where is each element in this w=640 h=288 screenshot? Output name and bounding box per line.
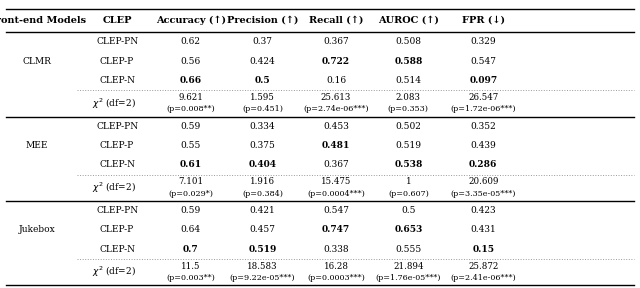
Text: 1.595: 1.595 [250, 93, 275, 102]
Text: AUROC (↑): AUROC (↑) [378, 16, 439, 25]
Text: CLEP-PN: CLEP-PN [96, 206, 138, 215]
Text: 0.502: 0.502 [396, 122, 421, 131]
Text: 0.66: 0.66 [180, 76, 202, 85]
Text: Front-end Models: Front-end Models [0, 16, 86, 25]
Text: (p=0.451): (p=0.451) [242, 105, 283, 113]
Text: 26.547: 26.547 [468, 93, 499, 102]
Text: 0.338: 0.338 [323, 245, 349, 254]
Text: 0.519: 0.519 [396, 141, 421, 150]
Text: 0.514: 0.514 [396, 76, 421, 85]
Text: Recall (↑): Recall (↑) [309, 16, 363, 25]
Text: 0.424: 0.424 [250, 57, 275, 66]
Text: 0.367: 0.367 [323, 37, 349, 46]
Text: 0.097: 0.097 [469, 76, 497, 85]
Text: CLMR: CLMR [22, 57, 52, 66]
Text: $\chi^2$ (df=2): $\chi^2$ (df=2) [92, 265, 136, 279]
Text: 0.61: 0.61 [180, 160, 202, 169]
Text: 0.431: 0.431 [470, 226, 496, 234]
Text: (p=0.0003***): (p=0.0003***) [307, 274, 365, 282]
Text: 21.894: 21.894 [393, 262, 424, 270]
Text: 0.329: 0.329 [470, 37, 496, 46]
Text: CLEP: CLEP [102, 16, 132, 25]
Text: (p=9.22e-05***): (p=9.22e-05***) [230, 274, 295, 282]
Text: 0.334: 0.334 [250, 122, 275, 131]
Text: 0.62: 0.62 [180, 37, 201, 46]
Text: CLEP-P: CLEP-P [100, 226, 134, 234]
Text: 0.421: 0.421 [250, 206, 275, 215]
Text: 11.5: 11.5 [181, 262, 200, 270]
Text: (p=0.0004***): (p=0.0004***) [307, 190, 365, 198]
Text: 0.555: 0.555 [395, 245, 422, 254]
Text: 1.916: 1.916 [250, 177, 275, 186]
Text: 0.7: 0.7 [183, 245, 198, 254]
Text: 0.56: 0.56 [180, 57, 201, 66]
Text: CLEP-P: CLEP-P [100, 57, 134, 66]
Text: (p=0.607): (p=0.607) [388, 190, 429, 198]
Text: (p=1.76e-05***): (p=1.76e-05***) [376, 274, 441, 282]
Text: 0.508: 0.508 [396, 37, 421, 46]
Text: (p=0.008**): (p=0.008**) [166, 105, 215, 113]
Text: 0.16: 0.16 [326, 76, 346, 85]
Text: 0.653: 0.653 [394, 226, 422, 234]
Text: 16.28: 16.28 [323, 262, 349, 270]
Text: 0.59: 0.59 [180, 206, 201, 215]
Text: Precision (↑): Precision (↑) [227, 16, 298, 25]
Text: (p=0.003**): (p=0.003**) [166, 274, 215, 282]
Text: 0.457: 0.457 [250, 226, 275, 234]
Text: 0.5: 0.5 [401, 206, 415, 215]
Text: Accuracy (↑): Accuracy (↑) [156, 16, 226, 25]
Text: 0.59: 0.59 [180, 122, 201, 131]
Text: 0.37: 0.37 [252, 37, 273, 46]
Text: 0.423: 0.423 [470, 206, 496, 215]
Text: 0.15: 0.15 [472, 245, 494, 254]
Text: CLEP-PN: CLEP-PN [96, 37, 138, 46]
Text: 25.872: 25.872 [468, 262, 499, 270]
Text: MEE: MEE [26, 141, 49, 150]
Text: 0.439: 0.439 [470, 141, 496, 150]
Text: CLEP-PN: CLEP-PN [96, 122, 138, 131]
Text: $\chi^2$ (df=2): $\chi^2$ (df=2) [92, 181, 136, 195]
Text: 7.101: 7.101 [178, 177, 204, 186]
Text: 0.747: 0.747 [322, 226, 350, 234]
Text: 15.475: 15.475 [321, 177, 351, 186]
Text: 9.621: 9.621 [179, 93, 203, 102]
Text: CLEP-N: CLEP-N [99, 245, 135, 254]
Text: FPR (↓): FPR (↓) [461, 16, 505, 25]
Text: 0.404: 0.404 [248, 160, 276, 169]
Text: 0.55: 0.55 [180, 141, 201, 150]
Text: (p=2.41e-06***): (p=2.41e-06***) [451, 274, 516, 282]
Text: 0.588: 0.588 [394, 57, 422, 66]
Text: 0.286: 0.286 [469, 160, 497, 169]
Text: (p=0.384): (p=0.384) [242, 190, 283, 198]
Text: 0.538: 0.538 [394, 160, 422, 169]
Text: 0.481: 0.481 [322, 141, 350, 150]
Text: CLEP-N: CLEP-N [99, 76, 135, 85]
Text: (p=2.74e-06***): (p=2.74e-06***) [303, 105, 369, 113]
Text: 0.375: 0.375 [250, 141, 275, 150]
Text: 2.083: 2.083 [396, 93, 420, 102]
Text: (p=0.353): (p=0.353) [388, 105, 429, 113]
Text: Jukebox: Jukebox [19, 226, 56, 234]
Text: 0.352: 0.352 [470, 122, 496, 131]
Text: 0.547: 0.547 [323, 206, 349, 215]
Text: 0.367: 0.367 [323, 160, 349, 169]
Text: 0.722: 0.722 [322, 57, 350, 66]
Text: (p=0.029*): (p=0.029*) [168, 190, 213, 198]
Text: 0.453: 0.453 [323, 122, 349, 131]
Text: (p=1.72e-06***): (p=1.72e-06***) [451, 105, 516, 113]
Text: CLEP-P: CLEP-P [100, 141, 134, 150]
Text: 20.609: 20.609 [468, 177, 499, 186]
Text: 0.519: 0.519 [248, 245, 276, 254]
Text: 25.613: 25.613 [321, 93, 351, 102]
Text: 0.64: 0.64 [180, 226, 201, 234]
Text: 18.583: 18.583 [247, 262, 278, 270]
Text: $\chi^2$ (df=2): $\chi^2$ (df=2) [92, 96, 136, 111]
Text: 0.547: 0.547 [470, 57, 496, 66]
Text: (p=3.35e-05***): (p=3.35e-05***) [451, 190, 516, 198]
Text: 0.5: 0.5 [255, 76, 270, 85]
Text: CLEP-N: CLEP-N [99, 160, 135, 169]
Text: 1: 1 [406, 177, 411, 186]
